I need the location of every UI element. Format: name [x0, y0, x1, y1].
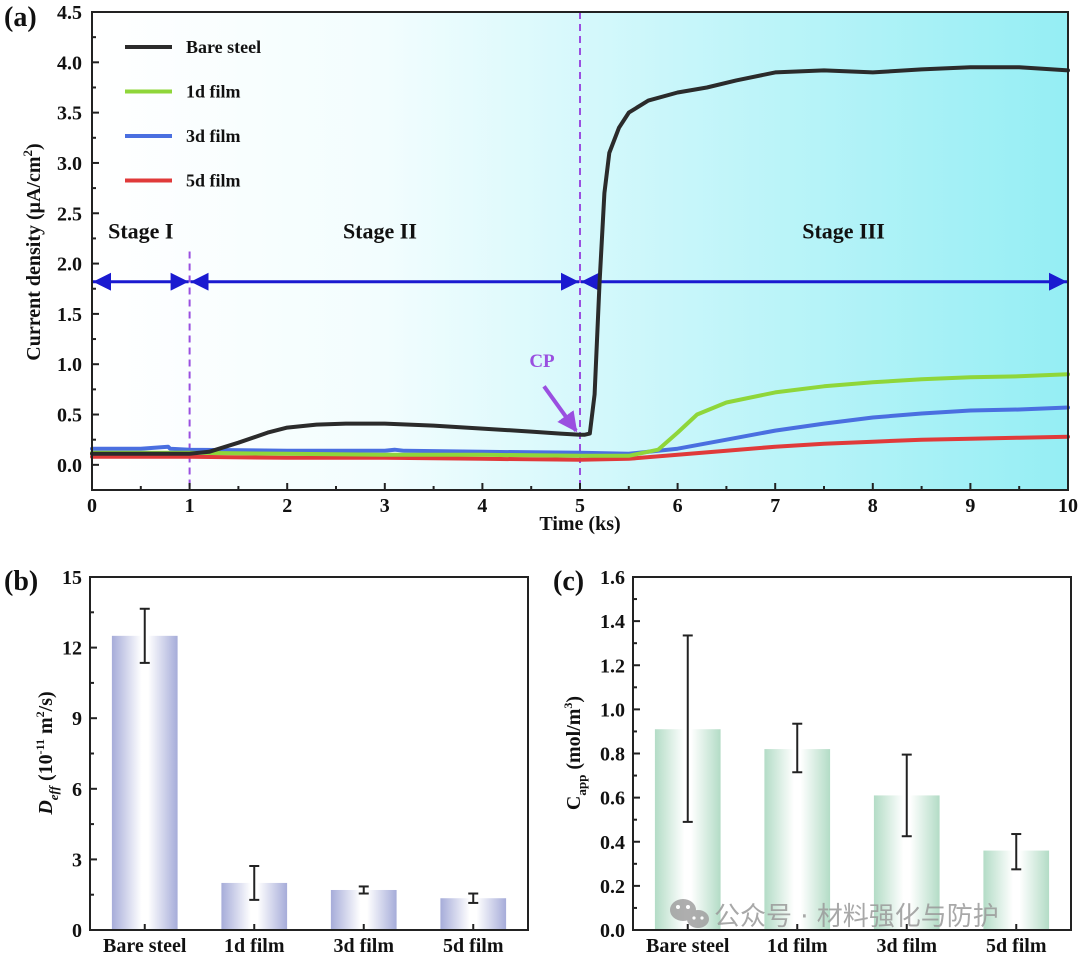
y-tick-label: 2.5 — [57, 203, 82, 225]
y-tick-label: 0.6 — [600, 788, 625, 810]
x-tick-label: 3d film — [876, 935, 937, 956]
watermark: 公众号 · 材料强化与防护 — [670, 899, 999, 932]
y-tick-label: 12 — [62, 638, 82, 660]
y-tick-label: 1.2 — [600, 655, 625, 677]
panel-a-x-axis-title: Time (ks) — [539, 513, 620, 535]
panel-b-bars — [111, 607, 507, 930]
panel-c-chart: Bare steel 1d film 3d film 5d film 0.0 0.2 0.4… — [553, 566, 1072, 956]
x-tick-label: 1d film — [224, 935, 285, 956]
cp-label: CP — [529, 351, 555, 372]
x-tick-label: 7 — [770, 495, 780, 517]
panel-b-chart: Bare steel 1d film 3d film 5d film03691215 … — [4, 566, 529, 956]
series-line-bare-steel — [90, 65, 1070, 456]
bar-bare-steel — [111, 635, 178, 930]
y-tick-label: 1.5 — [57, 304, 82, 326]
panel-c-bars — [654, 634, 1050, 930]
cp-arrow — [542, 385, 578, 433]
x-tick-label: 6 — [673, 495, 683, 517]
legend-label: Bare steel — [186, 37, 261, 57]
legend-label: 5d film — [186, 171, 241, 191]
y-tick-label: 0 — [72, 920, 82, 942]
panel-c-ticks: Bare steel 1d film 3d film 5d film 0.0 0.2 0.4… — [600, 567, 1047, 956]
x-tick-label: 1 — [185, 495, 195, 517]
x-tick-label: 5d film — [986, 935, 1047, 956]
y-tick-label: 1.4 — [600, 611, 625, 633]
x-tick-label: 9 — [965, 495, 975, 517]
y-tick-label: 1.6 — [600, 567, 625, 589]
y-tick-label: 9 — [72, 708, 82, 730]
y-tick-label: 4.5 — [57, 2, 82, 24]
panel-b-label: (b) — [4, 566, 38, 597]
x-tick-label: 8 — [868, 495, 878, 517]
bar-3d-film — [330, 889, 397, 930]
y-tick-label: 15 — [62, 567, 82, 589]
panel-a-chart: 0 1 2 3 4 5 6 7 8 9 10 0.0 0.5 1.0 1.5 2.0 2.5 3.0 3.5 4.0 4… — [4, 2, 1078, 535]
x-tick-label: 10 — [1058, 495, 1078, 517]
y-tick-label: 0.8 — [600, 744, 625, 766]
panel-a-series — [90, 65, 1070, 462]
panel-a-label: (a) — [4, 2, 37, 33]
bar-1d-film — [764, 749, 831, 930]
panel-c-label: (c) — [553, 566, 584, 597]
x-tick-label: 1d film — [767, 935, 828, 956]
y-tick-label: 6 — [72, 779, 82, 801]
stage-1-label: Stage I — [108, 218, 173, 243]
stage-2-label: Stage II — [343, 218, 417, 243]
x-tick-label: 5 — [575, 495, 585, 517]
x-tick-label: 2 — [282, 495, 292, 517]
x-tick-label: 0 — [87, 495, 97, 517]
y-tick-label: 0.2 — [600, 876, 625, 898]
y-tick-label: 4.0 — [57, 52, 82, 74]
panel-b-ticks: Bare steel 1d film 3d film 5d film 0 3 6 9 12 15 — [62, 567, 504, 956]
panel-b-y-axis-title: Deff (10-11 m2/s) — [33, 691, 61, 815]
y-tick-label: 3.5 — [57, 103, 82, 125]
y-tick-label: 0.5 — [57, 405, 82, 427]
panel-a-legend: Bare steel 1d film 3d film 5d film — [125, 37, 261, 191]
y-tick-label: 0.4 — [600, 832, 625, 854]
legend-label: 1d film — [186, 82, 241, 102]
y-tick-label: 3.0 — [57, 153, 82, 175]
y-tick-label: 0.0 — [57, 455, 82, 477]
panel-a-y-axis-title: Current density (μA/cm2) — [20, 143, 45, 360]
y-tick-label: 1.0 — [600, 699, 625, 721]
x-tick-label: Bare steel — [646, 935, 730, 956]
panel-c-y-axis-title: Capp (mol/m3) — [561, 696, 589, 810]
x-tick-label: 3d film — [333, 935, 394, 956]
y-tick-label: 1.0 — [57, 354, 82, 376]
y-tick-label: 3 — [72, 849, 82, 871]
series-line-5d-film — [90, 434, 1070, 462]
x-tick-label: Bare steel — [103, 935, 187, 956]
x-tick-label: 4 — [477, 495, 487, 517]
y-tick-label: 2.0 — [57, 254, 82, 276]
y-tick-label: 0.0 — [600, 920, 625, 942]
watermark-text: 公众号 · 材料强化与防护 — [714, 902, 999, 932]
series-line-3d-film — [90, 405, 1070, 456]
x-tick-label: 3 — [380, 495, 390, 517]
x-tick-label: 5d film — [443, 935, 504, 956]
wechat-icon — [670, 899, 709, 928]
series-line-1d-film — [90, 372, 1070, 458]
stage-3-label: Stage III — [802, 218, 885, 243]
legend-label: 3d film — [186, 126, 241, 146]
panel-a-ticks: 0 1 2 3 4 5 6 7 8 9 10 0.0 0.5 1.0 1.5 2.0 2.5 3.0 3.5 4.0 4… — [57, 2, 1078, 517]
